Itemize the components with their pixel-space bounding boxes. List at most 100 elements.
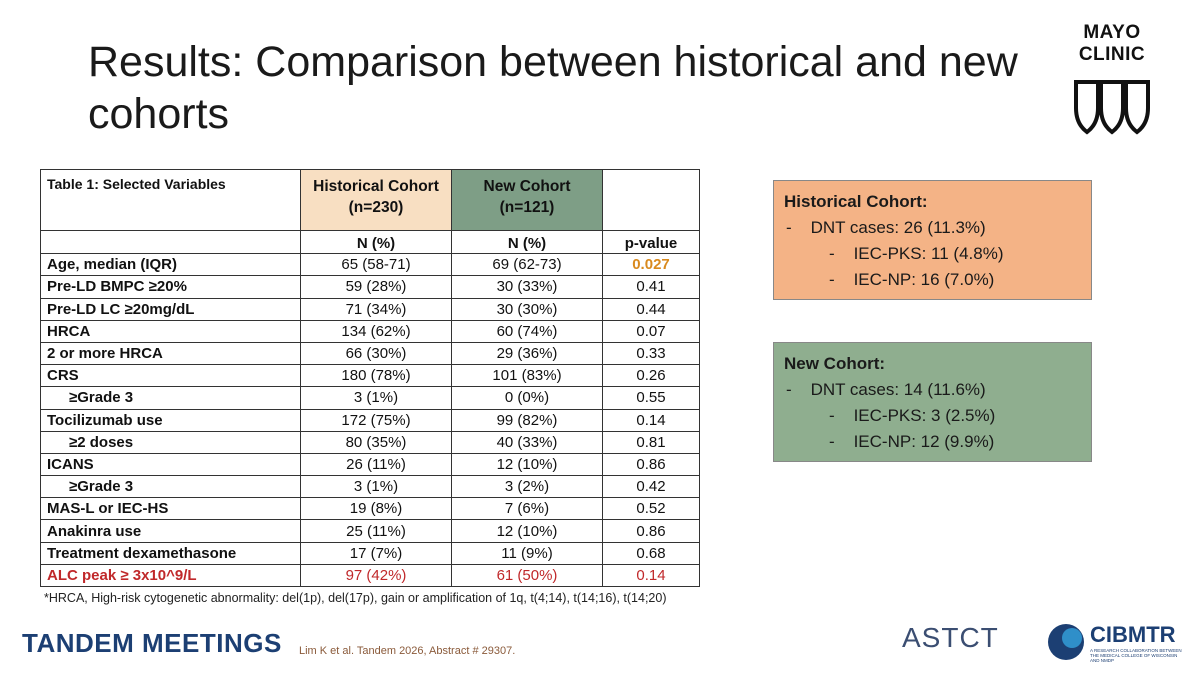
tandem-meetings-logo: TANDEM MEETINGS (22, 628, 282, 658)
n-percent-header: N (%) (300, 229, 452, 255)
row-label: ICANS (40, 452, 301, 477)
new-value: 99 (82%) (451, 408, 603, 432)
historical-value: 3 (1%) (300, 475, 452, 499)
p-value: 0.41 (602, 275, 700, 299)
table-caption: Table 1: Selected Variables (40, 169, 301, 231)
p-value: 0.14 (602, 408, 700, 432)
citation: Lim K et al. Tandem 2026, Abstract # 293… (299, 645, 516, 657)
table-row: 2 or more HRCA 66 (30%) 29 (36%) 0.33 (40, 341, 700, 366)
pvalue-header-blank (602, 169, 700, 231)
new-value: 101 (83%) (451, 364, 603, 388)
p-value: 0.86 (602, 452, 700, 477)
table-row: ≥2 doses 80 (35%) 40 (33%) 0.81 (40, 430, 700, 454)
row-label: MAS-L or IEC-HS (40, 497, 301, 521)
new-value: 60 (74%) (451, 319, 603, 343)
box-title: Historical Cohort: (784, 192, 928, 211)
pvalue-header: p-value (602, 229, 700, 255)
p-value: 0.027 (602, 253, 700, 277)
historical-value: 19 (8%) (300, 497, 452, 521)
row-label: ≥Grade 3 (40, 386, 301, 410)
table-row: ALC peak ≥ 3x10^9/L 97 (42%) 61 (50%) 0.14 (40, 563, 700, 588)
row-label: Anakinra use (40, 519, 301, 543)
new-value: 3 (2%) (451, 475, 603, 499)
cibmtr-logo-text: CIBMTR (1090, 622, 1176, 647)
new-value: 12 (10%) (451, 519, 603, 543)
historical-value: 71 (34%) (300, 297, 452, 321)
historical-value: 65 (58-71) (300, 253, 452, 277)
p-value: 0.26 (602, 364, 700, 388)
new-value: 12 (10%) (451, 452, 603, 477)
table-row: Treatment dexamethasone 17 (7%) 11 (9%) 0.6… (40, 541, 700, 565)
new-cohort-box: New Cohort: - DNT cases: 14 (11.6%) - IE… (773, 342, 1092, 462)
new-value: 11 (9%) (451, 541, 603, 565)
table-subheader-row: N (%) N (%) p-value (40, 229, 700, 255)
new-value: 61 (50%) (451, 563, 603, 588)
table-row: CRS 180 (78%) 101 (83%) 0.26 (40, 364, 700, 388)
box-line: - IEC-NP: 16 (7.0%) (829, 270, 995, 289)
historical-cohort-header: Historical Cohort (n=230) (300, 169, 452, 231)
row-label: Pre-LD BMPC ≥20% (40, 275, 301, 299)
logo-text-bottom: CLINIC (1078, 44, 1146, 65)
footnote: *HRCA, High-risk cytogenetic abnormality… (44, 591, 667, 605)
new-value: 30 (30%) (451, 297, 603, 321)
n-percent-header: N (%) (451, 229, 603, 255)
new-value: 7 (6%) (451, 497, 603, 521)
new-cohort-header: New Cohort (n=121) (451, 169, 603, 231)
p-value: 0.44 (602, 297, 700, 321)
box-line: - DNT cases: 26 (11.3%) (786, 218, 986, 237)
table-header-row: Table 1: Selected Variables Historical C… (40, 169, 700, 231)
table-row: Pre-LD BMPC ≥20% 59 (28%) 30 (33%) 0.41 (40, 275, 700, 299)
table-row: MAS-L or IEC-HS 19 (8%) 7 (6%) 0.52 (40, 497, 700, 521)
row-label: 2 or more HRCA (40, 341, 301, 366)
historical-value: 59 (28%) (300, 275, 452, 299)
new-value: 69 (62-73) (451, 253, 603, 277)
box-line: - IEC-PKS: 11 (4.8%) (829, 244, 1004, 263)
p-value: 0.86 (602, 519, 700, 543)
row-label: Pre-LD LC ≥20mg/dL (40, 297, 301, 321)
historical-value: 17 (7%) (300, 541, 452, 565)
box-title: New Cohort: (784, 354, 886, 373)
new-value: 29 (36%) (451, 341, 603, 366)
box-line: - DNT cases: 14 (11.6%) (786, 380, 986, 399)
row-label: ALC peak ≥ 3x10^9/L (40, 563, 301, 588)
row-label: ≥2 doses (40, 430, 301, 454)
table-row: HRCA 134 (62%) 60 (74%) 0.07 (40, 319, 700, 343)
table-row: Tocilizumab use 172 (75%) 99 (82%) 0.14 (40, 408, 700, 432)
row-label: CRS (40, 364, 301, 388)
historical-value: 180 (78%) (300, 364, 452, 388)
p-value: 0.14 (602, 563, 700, 588)
historical-value: 66 (30%) (300, 341, 452, 366)
historical-value: 97 (42%) (300, 563, 452, 588)
box-line: - IEC-NP: 12 (9.9%) (829, 432, 995, 451)
p-value: 0.81 (602, 430, 700, 454)
p-value: 0.55 (602, 386, 700, 410)
cibmtr-subtitle: A RESEARCH COLLABORATION BETWEEN THE MED… (1090, 648, 1182, 663)
table-row: Pre-LD LC ≥20mg/dL 71 (34%) 30 (30%) 0.44 (40, 297, 700, 321)
shield-icon (1074, 80, 1150, 135)
row-label: Tocilizumab use (40, 408, 301, 432)
row-label: Treatment dexamethasone (40, 541, 301, 565)
box-line: - IEC-PKS: 3 (2.5%) (829, 406, 996, 425)
p-value: 0.52 (602, 497, 700, 521)
mayo-clinic-logo: MAYO CLINIC (1062, 22, 1162, 142)
row-label: HRCA (40, 319, 301, 343)
historical-value: 134 (62%) (300, 319, 452, 343)
new-value: 30 (33%) (451, 275, 603, 299)
historical-value: 25 (11%) (300, 519, 452, 543)
row-label: Age, median (IQR) (40, 253, 301, 277)
new-value: 0 (0%) (451, 386, 603, 410)
historical-value: 3 (1%) (300, 386, 452, 410)
p-value: 0.07 (602, 319, 700, 343)
p-value: 0.33 (602, 341, 700, 366)
historical-value: 80 (35%) (300, 430, 452, 454)
cibmtr-globe-icon (1048, 624, 1084, 660)
historical-value: 172 (75%) (300, 408, 452, 432)
p-value: 0.42 (602, 475, 700, 499)
p-value: 0.68 (602, 541, 700, 565)
slide-title: Results: Comparison between historical a… (88, 38, 1018, 138)
selected-variables-table: Table 1: Selected Variables Historical C… (40, 169, 700, 588)
table-row: ICANS 26 (11%) 12 (10%) 0.86 (40, 452, 700, 477)
table-row: Anakinra use 25 (11%) 12 (10%) 0.86 (40, 519, 700, 543)
